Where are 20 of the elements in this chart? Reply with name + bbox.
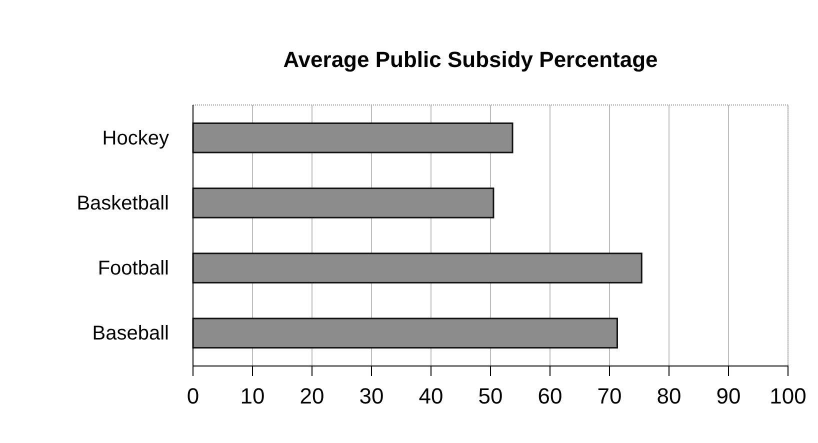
x-tick-label: 0 [186,384,200,409]
x-tick-label: 70 [597,384,622,409]
bar [192,122,514,154]
bar [192,252,642,284]
x-tick-label: 80 [656,384,682,409]
x-tick-label: 30 [359,384,384,409]
y-tick-label: Basketball [76,192,169,214]
x-tick-label: 20 [300,384,324,409]
y-tick-label: Baseball [92,322,169,345]
x-tick-label: 100 [770,384,806,409]
y-tick-label: Hockey [102,127,169,150]
x-tick-label: 50 [478,384,503,409]
x-tick-label: 90 [716,384,741,409]
chart-title: Average Public Subsidy Percentage [283,47,658,72]
y-tick-label: Football [98,257,169,280]
bar [192,318,618,349]
x-tick-label: 10 [240,384,265,409]
bar [192,188,494,218]
x-tick-label: 60 [538,384,562,409]
x-tick-label: 40 [418,384,444,409]
